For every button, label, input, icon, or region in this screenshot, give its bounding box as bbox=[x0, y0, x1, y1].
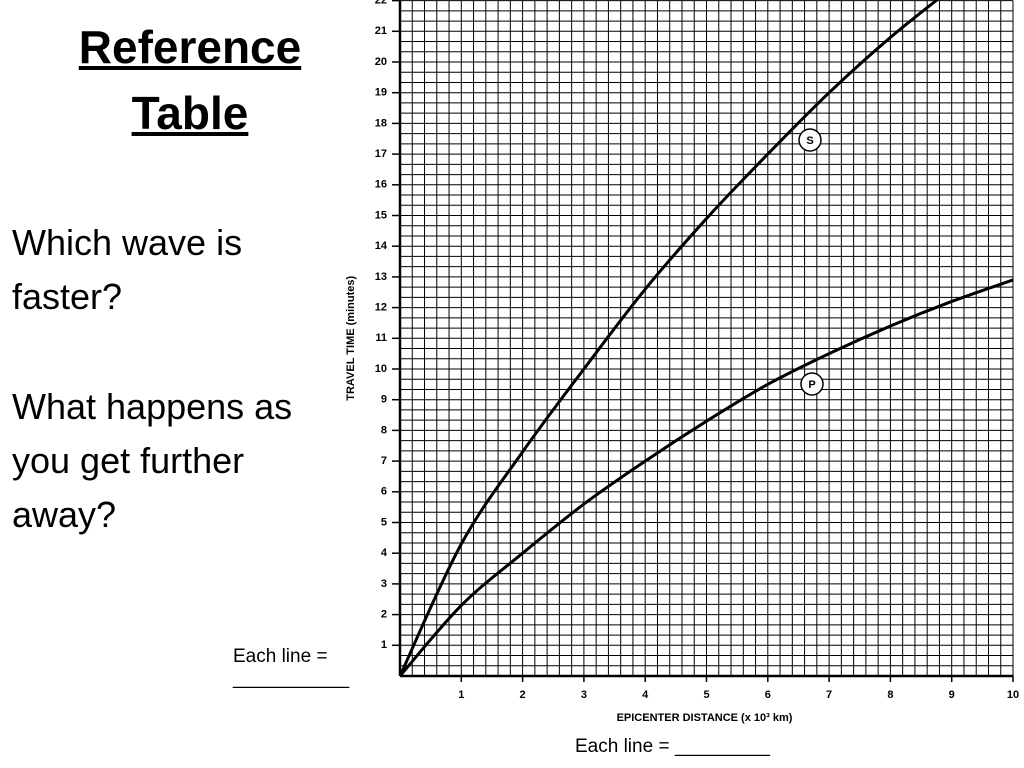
slide-title: Reference Table bbox=[78, 21, 302, 139]
curve bbox=[400, 0, 940, 677]
curve-label: P bbox=[808, 379, 815, 391]
x-tick-label: 4 bbox=[642, 689, 649, 701]
y-tick-label: 12 bbox=[375, 302, 387, 314]
question: Which wave is faster? bbox=[12, 222, 243, 317]
y-tick-label: 3 bbox=[381, 578, 387, 590]
x-tick-label: 3 bbox=[581, 689, 587, 701]
y-tick-label: 10 bbox=[375, 363, 387, 375]
x-axis-label: EPICENTER DISTANCE (x 10³ km) bbox=[617, 712, 793, 724]
curve-label-circle bbox=[798, 128, 822, 152]
y-tick-label: 5 bbox=[381, 516, 387, 528]
x-tick-label: 7 bbox=[826, 689, 832, 701]
x-tick-label: 5 bbox=[703, 689, 709, 701]
x-tick-label: 10 bbox=[1007, 689, 1019, 701]
curve-label-circle bbox=[800, 372, 824, 396]
x-tick-label: 8 bbox=[887, 689, 893, 701]
y-tick-label: 8 bbox=[381, 424, 387, 436]
y-tick-label: 19 bbox=[375, 87, 387, 99]
curve bbox=[400, 278, 1014, 677]
y-tick-label: 6 bbox=[381, 486, 387, 498]
y-tick-label: 13 bbox=[375, 271, 387, 283]
y-axis-label: TRAVEL TIME (minutes) bbox=[345, 276, 357, 401]
y-tick-label: 15 bbox=[375, 209, 387, 221]
question: What happens as you get further away? bbox=[12, 386, 293, 535]
y-tick-label: 4 bbox=[381, 547, 388, 559]
x-tick-label: 6 bbox=[765, 689, 771, 701]
y-tick-label: 14 bbox=[375, 240, 388, 252]
y-tick-label: 16 bbox=[375, 179, 387, 191]
curve-label: S bbox=[806, 135, 813, 147]
y-tick-label: 21 bbox=[375, 25, 387, 37]
y-tick-label: 20 bbox=[375, 56, 387, 68]
note: Each line = ___________ bbox=[233, 646, 350, 689]
y-tick-label: 11 bbox=[375, 332, 387, 344]
note: Each line = _________ bbox=[575, 736, 770, 757]
y-tick-label: 7 bbox=[381, 455, 387, 467]
y-tick-label: 17 bbox=[375, 148, 387, 160]
y-tick-label: 1 bbox=[381, 639, 387, 651]
x-tick-label: 1 bbox=[458, 689, 464, 701]
y-tick-label: 9 bbox=[381, 394, 387, 406]
x-tick-label: 9 bbox=[949, 689, 955, 701]
y-tick-label: 18 bbox=[375, 117, 387, 129]
y-tick-label: 22 bbox=[375, 0, 387, 7]
plot-area bbox=[400, 0, 1014, 677]
y-tick-label: 2 bbox=[381, 609, 387, 621]
x-tick-label: 2 bbox=[520, 689, 526, 701]
